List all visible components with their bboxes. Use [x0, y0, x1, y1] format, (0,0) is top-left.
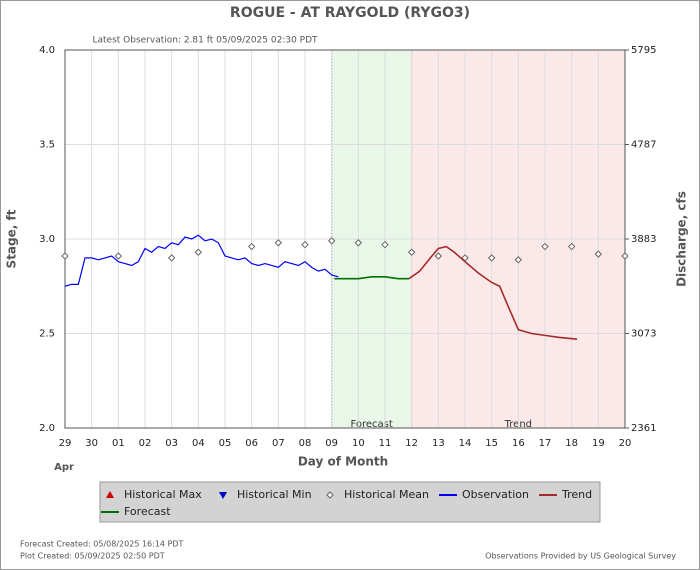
y2-tick-label: 2361	[631, 423, 656, 434]
mean-marker	[247, 242, 256, 251]
legend-label: Historical Max	[124, 488, 202, 501]
mean-marker	[381, 240, 389, 249]
mean-marker	[514, 256, 523, 264]
x-tick-label: 07	[272, 438, 285, 449]
y2-tick-label: 4787	[631, 140, 656, 151]
x-tick-label: 11	[379, 438, 392, 449]
mean-marker	[354, 239, 363, 247]
x-tick-label: 10	[352, 438, 365, 449]
x-tick-label: 04	[192, 438, 205, 449]
y-tick-label: 3.5	[39, 140, 55, 151]
mean-marker	[167, 254, 176, 262]
mean-marker	[567, 242, 576, 251]
mean-marker	[301, 240, 309, 249]
region-label: Forecast	[351, 419, 393, 430]
x-tick-label: 01	[112, 438, 125, 449]
x-tick-label: 03	[165, 438, 178, 449]
x-tick-label: 02	[139, 438, 152, 449]
x-tick-label: 14	[459, 438, 472, 449]
x-tick-label: 05	[219, 438, 232, 449]
x-tick-label: 30	[85, 438, 98, 449]
y-axis-label: Stage, ft	[5, 209, 19, 268]
series-line	[334, 276, 409, 280]
mean-marker	[621, 252, 629, 260]
x-tick-label: 12	[405, 438, 418, 449]
series-line	[408, 245, 578, 340]
mean-marker	[407, 248, 416, 256]
plot-border	[64, 49, 626, 429]
legend-marker	[326, 491, 334, 499]
footer-text: Plot Created: 05/09/2025 02:50 PDT	[20, 552, 165, 561]
y2-tick-label: 3073	[631, 329, 656, 340]
x-sublabel: Apr	[54, 462, 74, 473]
y-tick-label: 4.0	[39, 45, 55, 56]
y2-tick-label: 3883	[631, 234, 656, 245]
y2-axis-label: Discharge, cfs	[675, 191, 689, 287]
x-tick-label: 17	[539, 438, 552, 449]
x-tick-label: 20	[619, 438, 632, 449]
x-axis-label: Day of Month	[298, 455, 388, 469]
footer-text: Forecast Created: 05/08/2025 16:14 PDT	[20, 540, 184, 549]
mean-marker	[274, 239, 283, 247]
y-tick-label: 2.0	[39, 423, 55, 434]
legend-label: Historical Mean	[344, 488, 429, 501]
y2-tick-label: 5795	[631, 45, 656, 56]
mean-marker	[594, 250, 603, 258]
x-tick-label: 06	[245, 438, 258, 449]
series-line	[64, 234, 339, 287]
mean-marker	[114, 252, 123, 260]
x-tick-label: 15	[485, 438, 498, 449]
mean-marker	[541, 242, 549, 251]
mean-marker	[194, 248, 203, 256]
x-tick-label: 13	[432, 438, 445, 449]
legend-marker	[106, 491, 114, 498]
footer-text: Observations Provided by US Geological S…	[485, 552, 676, 561]
legend-marker	[219, 492, 227, 499]
subtitle: Latest Observation: 2.81 ft 05/09/2025 0…	[92, 36, 318, 46]
legend-label: Observation	[462, 488, 529, 501]
x-tick-label: 16	[512, 438, 525, 449]
legend-label: Forecast	[124, 505, 171, 518]
chart-title: ROGUE - AT RAYGOLD (RYGO3)	[230, 5, 470, 21]
legend-label: Historical Min	[237, 488, 312, 501]
mean-marker	[61, 252, 69, 260]
x-tick-label: 29	[59, 438, 72, 449]
mean-marker	[487, 254, 496, 262]
x-tick-label: 08	[299, 438, 312, 449]
legend-box	[99, 481, 601, 523]
y-tick-label: 3.0	[39, 234, 55, 245]
mean-marker	[327, 237, 336, 245]
legend-label: Trend	[561, 488, 592, 501]
x-tick-label: 09	[325, 438, 338, 449]
x-tick-label: 18	[565, 438, 578, 449]
y-tick-label: 2.5	[39, 329, 55, 340]
x-tick-label: 19	[592, 438, 605, 449]
mean-marker	[434, 252, 443, 260]
